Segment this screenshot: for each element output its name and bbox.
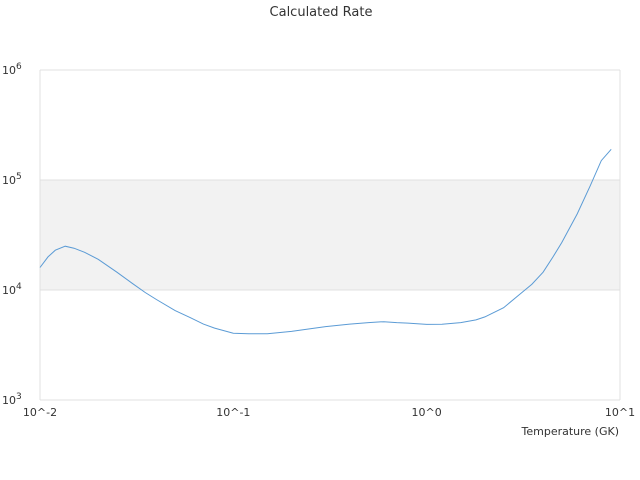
x-tick-label: 10^1 [605, 406, 635, 419]
x-tick-label: 10^-2 [23, 406, 57, 419]
gridlines [39, 69, 621, 401]
x-tick-label: 10^-1 [216, 406, 250, 419]
y-tick-label: 103 [2, 392, 22, 407]
x-axis-label: Temperature (GK) [521, 425, 620, 438]
y-axis: 103 104 105 106 [2, 62, 22, 407]
y-tick-label: 106 [2, 62, 22, 77]
x-tick-label: 10^0 [412, 406, 442, 419]
series-line [39, 148, 612, 335]
plot-band [40, 180, 620, 290]
chart-title: Calculated Rate [270, 5, 373, 20]
y-tick-label: 105 [2, 172, 22, 187]
x-axis: 10^-2 10^-1 10^0 10^1 [23, 406, 635, 419]
y-tick-label: 104 [2, 282, 22, 297]
